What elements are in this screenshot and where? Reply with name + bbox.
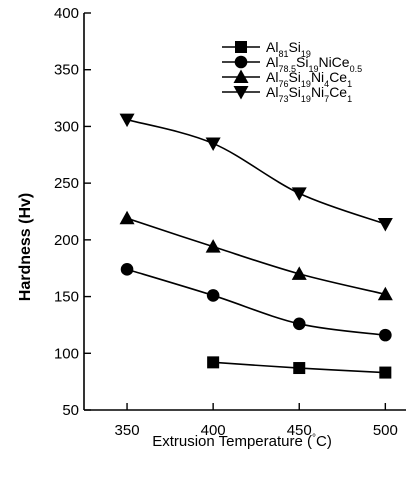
y-tick-label: 300 — [54, 118, 79, 135]
data-point — [207, 356, 220, 369]
legend-marker — [233, 69, 249, 83]
data-point — [206, 289, 220, 302]
data-point — [379, 366, 392, 379]
series-line — [126, 268, 386, 336]
x-tick-label: 350 — [115, 422, 140, 439]
series-line — [126, 217, 386, 296]
legend-item: Al76Si19Ni4Ce1 — [222, 69, 352, 89]
legend-item: Al73Si19Ni7Ce1 — [222, 84, 352, 104]
y-tick-label: 400 — [54, 5, 79, 22]
legend-label: Al76Si19Ni4Ce1 — [266, 69, 352, 89]
legend-label: Al73Si19Ni7Ce1 — [266, 84, 352, 104]
y-tick-label: 250 — [54, 175, 79, 192]
data-point — [377, 217, 393, 232]
y-tick-label: 100 — [54, 345, 79, 362]
series-line — [126, 118, 386, 225]
y-tick-label: 200 — [54, 232, 79, 249]
legend-item: Al78.5Si19NiCe0.5 — [222, 54, 362, 74]
series-1 — [207, 356, 392, 379]
series-2 — [120, 263, 392, 342]
legend: Al81Si19Al78.5Si19NiCe0.5Al76Si19Ni4Ce1A… — [222, 39, 362, 104]
legend-marker — [233, 86, 249, 100]
legend-marker — [235, 41, 247, 53]
y-tick-label: 50 — [62, 402, 79, 419]
axes: 50 100 150 200 250 300 350 400 350 400 450 500 — [54, 5, 406, 439]
data-point — [205, 239, 221, 253]
series-4 — [119, 113, 393, 232]
x-axis-title: Extrusion Temperature (°C) — [152, 433, 332, 451]
legend-label: Al81Si19 — [266, 39, 311, 59]
series-group — [119, 113, 393, 379]
y-tick-label: 350 — [54, 62, 79, 79]
data-point — [119, 210, 135, 225]
x-tick-label: 450 — [287, 422, 312, 439]
series-3 — [119, 210, 393, 301]
x-tick-label: 400 — [201, 422, 226, 439]
data-point — [293, 362, 306, 375]
y-tick-label: 150 — [54, 289, 79, 306]
legend-item: Al81Si19 — [222, 39, 311, 59]
x-tick-label: 500 — [373, 422, 398, 439]
data-point — [291, 266, 307, 280]
data-point — [291, 187, 307, 201]
legend-label: Al78.5Si19NiCe0.5 — [266, 54, 362, 74]
data-point — [292, 317, 306, 331]
y-axis-title: Hardness (Hv) — [17, 193, 34, 301]
data-point — [120, 263, 134, 276]
data-point — [377, 286, 393, 301]
data-point — [379, 328, 392, 342]
legend-marker — [234, 55, 248, 69]
data-point — [205, 137, 221, 151]
data-point — [119, 113, 135, 128]
